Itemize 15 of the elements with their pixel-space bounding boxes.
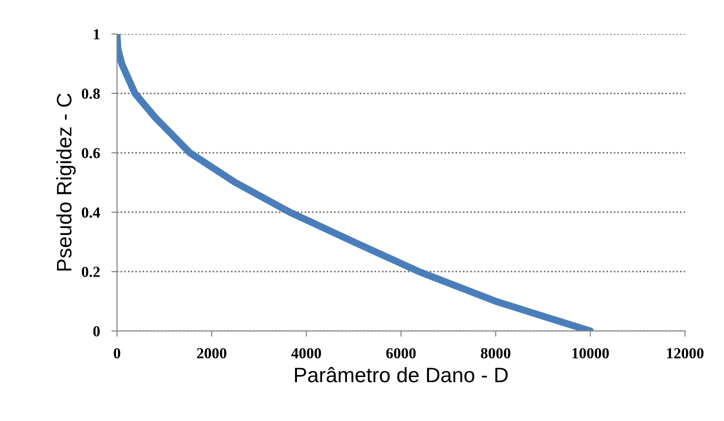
y-axis-title: Pseudo Rigidez - C <box>56 94 76 271</box>
y-tick-label: 0 <box>93 326 100 336</box>
y-tick-label: 0.2 <box>82 266 100 278</box>
x-axis-title: Parâmetro de Dano - D <box>295 367 508 382</box>
x-tick-label: 8000 <box>480 348 510 358</box>
x-tick-label: 4000 <box>291 348 322 358</box>
y-tick-label: 0.6 <box>82 148 100 158</box>
y-tick-label: 0.4 <box>82 207 100 218</box>
y-tick-label: 0.8 <box>82 88 100 99</box>
x-tick-label: 10000 <box>572 348 609 358</box>
y-tick-label: 1 <box>94 29 100 40</box>
x-tick-label: 0 <box>114 348 120 358</box>
x-tick-label: 6000 <box>386 348 416 358</box>
x-tick-label: 2000 <box>197 348 226 358</box>
x-tick-label: 12000 <box>667 348 704 358</box>
